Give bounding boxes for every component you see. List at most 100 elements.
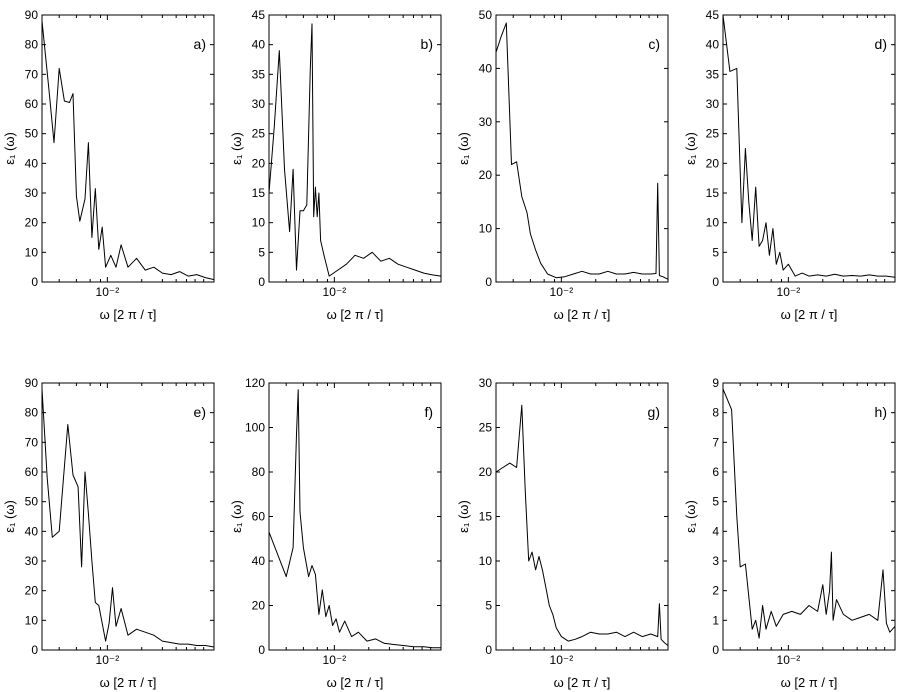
y-tick-label: 30 [706,97,720,111]
y-tick-label: 120 [245,376,265,390]
y-tick-label: 20 [706,156,720,170]
x-tick-label: 10⁻² [323,653,347,667]
panel-label: c) [648,36,660,52]
y-tick-label: 10 [25,613,39,627]
y-tick-label: 30 [479,115,493,129]
y-tick-label: 80 [25,406,39,420]
x-tick-label: 10⁻² [550,653,574,667]
y-tick-label: 30 [252,97,266,111]
y-axis-label: ε₁ (ω) [683,500,698,533]
y-tick-label: 40 [706,38,720,52]
x-axis-label: ω [2 π / τ] [781,307,838,322]
panel-e: 0 10 20 30 40 50 60 70 80 90 10⁻² e) ω [2 π / τ] ε₁ (… [2,376,215,690]
axes-frame [41,382,215,651]
axes-frame [41,14,215,283]
y-tick-label: 40 [479,61,493,75]
y-tick-label: 45 [706,8,720,22]
y-tick-label: 25 [479,421,493,435]
series-line [41,388,215,648]
panel-label: b) [421,36,433,52]
axes-frame [722,14,896,283]
y-tick-label: 10 [25,245,39,259]
x-axis-label: ω [2 π / τ] [554,675,611,690]
y-tick-label: 30 [25,186,39,200]
panel-label: d) [875,36,887,52]
y-tick-label: 50 [25,495,39,509]
y-tick-label: 30 [25,554,39,568]
y-tick-label: 90 [25,376,39,390]
x-axis-label: ω [2 π / τ] [781,675,838,690]
y-tick-label: 30 [479,376,493,390]
y-tick-label: 0 [31,643,38,657]
panel-d: 0 5 10 15 20 25 30 35 40 45 10⁻² d) ω [2 π / τ] ε₁ (ω… [683,8,896,322]
panel-label: g) [648,404,660,420]
y-tick-label: 1 [712,613,719,627]
x-axis-label: ω [2 π / τ] [100,675,157,690]
y-tick-label: 20 [25,216,39,230]
y-tick-label: 45 [252,8,266,22]
y-tick-label: 3 [712,554,719,568]
y-tick-label: 35 [252,67,266,81]
y-tick-label: 0 [712,275,719,289]
y-tick-label: 8 [712,406,719,420]
y-tick-label: 10 [479,222,493,236]
y-tick-label: 15 [479,510,493,524]
y-tick-label: 50 [25,127,39,141]
y-tick-label: 40 [25,524,39,538]
y-tick-label: 0 [485,275,492,289]
y-axis-label: ε₁ (ω) [456,132,471,165]
y-tick-label: 10 [479,554,493,568]
series-line [41,20,215,281]
x-tick-label: 10⁻² [550,285,574,299]
y-tick-label: 5 [712,245,719,259]
x-tick-label: 10⁻² [96,285,120,299]
y-axis-label: ε₁ (ω) [229,500,244,533]
y-tick-label: 20 [252,156,266,170]
y-tick-label: 20 [25,584,39,598]
y-tick-label: 20 [479,168,493,182]
x-axis-label: ω [2 π / τ] [100,307,157,322]
y-tick-label: 5 [485,599,492,613]
panel-c: 0 10 20 30 40 50 10⁻² c) ω [2 π / τ] ε₁ (ω) [456,8,669,322]
y-axis-label: ε₁ (ω) [2,500,17,533]
series-line [268,23,442,277]
x-tick-label: 10⁻² [777,653,801,667]
axes-frame [268,382,442,651]
y-tick-label: 70 [25,435,39,449]
x-tick-label: 10⁻² [323,285,347,299]
y-tick-label: 0 [485,643,492,657]
x-tick-label: 10⁻² [96,653,120,667]
y-tick-label: 4 [712,524,719,538]
panel-label: f) [424,404,433,420]
y-axis-label: ε₁ (ω) [683,132,698,165]
panel-b: 0 5 10 15 20 25 30 35 40 45 10⁻² b) ω [2 π / τ] ε₁ (ω… [229,8,442,322]
y-tick-label: 25 [706,127,720,141]
y-tick-label: 60 [25,465,39,479]
y-tick-label: 15 [706,186,720,200]
y-tick-label: 5 [258,245,265,259]
y-tick-label: 9 [712,376,719,390]
series-line [722,14,896,278]
y-axis-label: ε₁ (ω) [229,132,244,165]
series-line [268,389,441,649]
panel-f: 0 20 40 60 80 100 120 10⁻² f) ω [2 π / τ] ε₁ (ω) [229,376,442,690]
y-tick-label: 50 [479,8,493,22]
y-tick-label: 0 [31,275,38,289]
y-tick-label: 70 [25,67,39,81]
y-tick-label: 100 [245,421,265,435]
series-line [495,404,669,646]
panel-a: 0 10 20 30 40 50 60 70 80 90 10⁻² a) ω [2 π / τ] ε₁ (… [2,8,215,322]
x-axis-label: ω [2 π / τ] [327,675,384,690]
y-tick-label: 0 [258,643,265,657]
y-tick-label: 7 [712,435,719,449]
axes-frame [495,14,669,283]
x-axis-label: ω [2 π / τ] [327,307,384,322]
y-tick-label: 0 [712,643,719,657]
y-axis-label: ε₁ (ω) [456,500,471,533]
axes-frame [722,382,896,651]
y-tick-label: 0 [258,275,265,289]
y-tick-label: 15 [252,186,266,200]
y-tick-label: 60 [25,97,39,111]
y-tick-label: 80 [25,38,39,52]
